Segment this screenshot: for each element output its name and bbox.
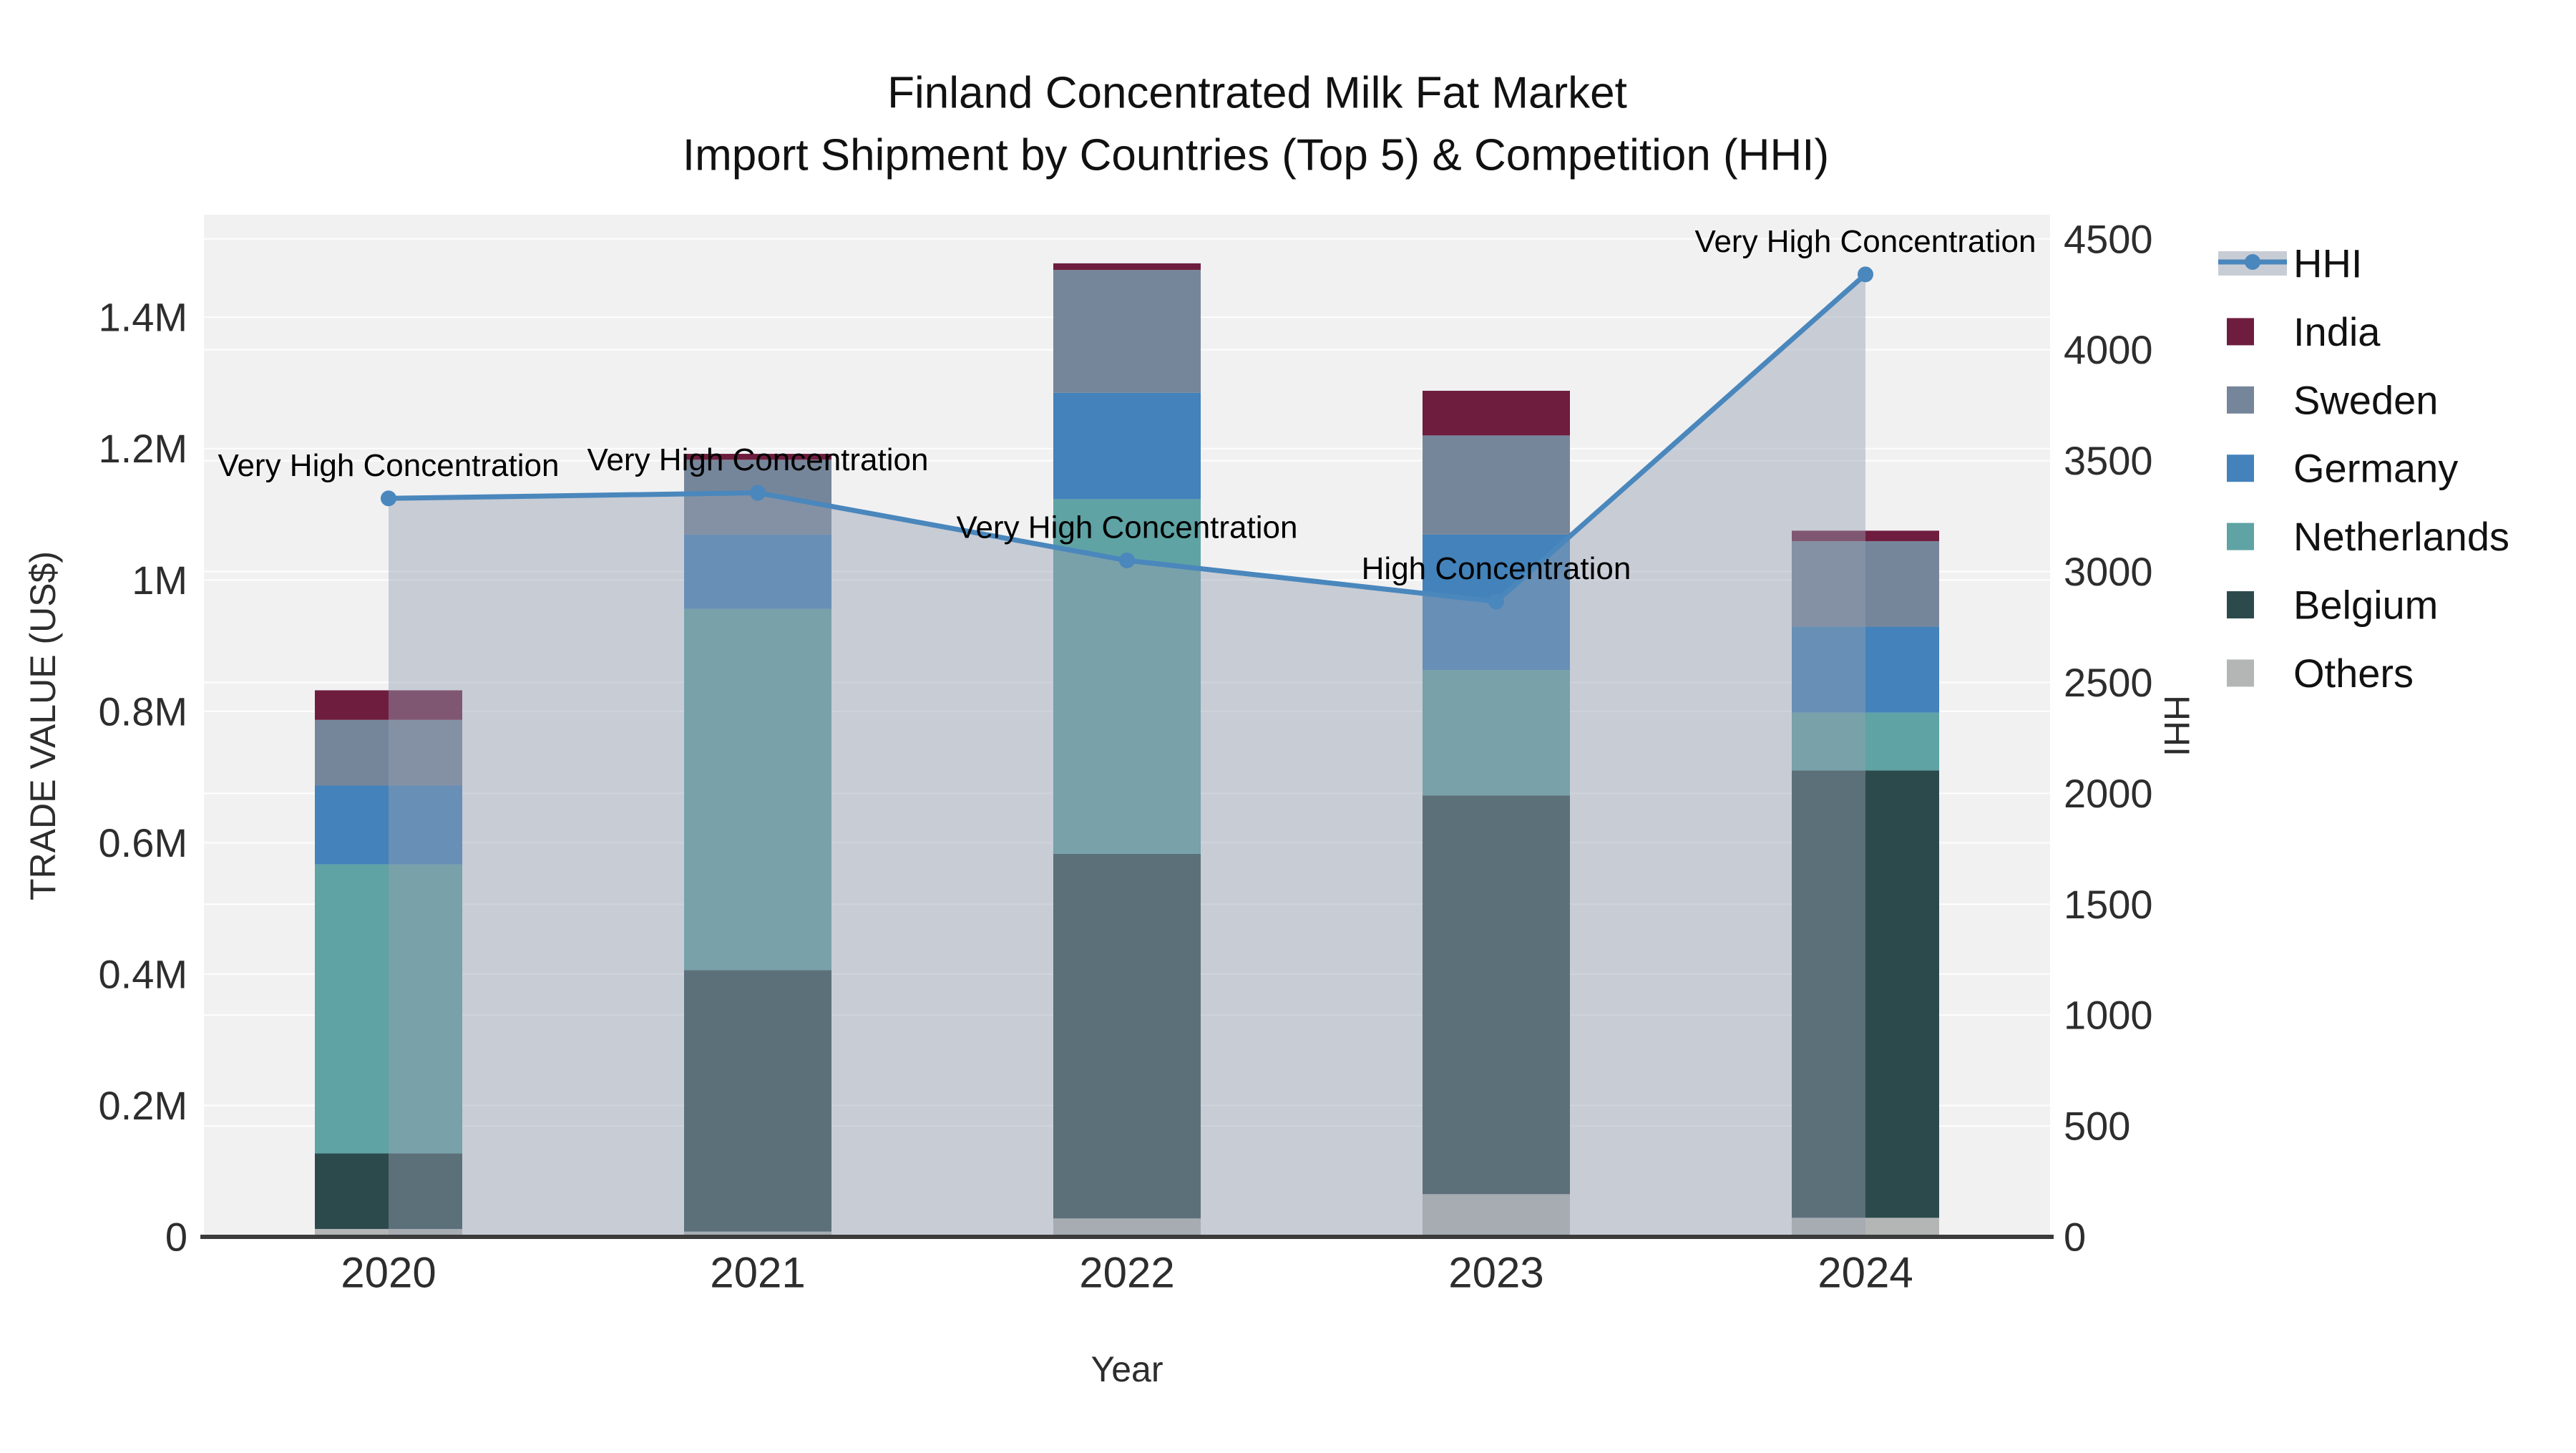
bar-segment-belgium-2023[interactable] bbox=[1423, 795, 1570, 1195]
legend-swatch-netherlands bbox=[2227, 523, 2254, 550]
annotation-2020: Very High Concentration bbox=[218, 448, 560, 483]
legend-swatch-belgium bbox=[2227, 591, 2254, 618]
legend-label-belgium: Belgium bbox=[2293, 583, 2438, 628]
hhi-annotations: Very High Concentration Very High Concent… bbox=[218, 224, 2036, 586]
bar-segment-sweden-2023[interactable] bbox=[1423, 435, 1570, 535]
bar-segment-belgium-2021[interactable] bbox=[684, 970, 831, 1232]
legend-item-netherlands[interactable]: Netherlands bbox=[2227, 514, 2509, 559]
bar-segment-netherlands-2020[interactable] bbox=[315, 864, 462, 1154]
bar-segment-germany-2022[interactable] bbox=[1053, 392, 1201, 500]
hhi-area bbox=[389, 274, 1865, 1238]
legend-item-others[interactable]: Others bbox=[2227, 651, 2414, 696]
y-right-tick-4500: 4500 bbox=[2064, 216, 2153, 261]
legend-swatch-sweden bbox=[2227, 386, 2254, 414]
hhi-line bbox=[381, 266, 1873, 610]
bar-segment-sweden-2022[interactable] bbox=[1053, 270, 1201, 393]
bar-segment-netherlands-2024[interactable] bbox=[1792, 712, 1939, 771]
bar-segment-india-2022[interactable] bbox=[1053, 263, 1201, 271]
bar-segment-netherlands-2021[interactable] bbox=[684, 608, 831, 971]
bar-segment-others-2024[interactable] bbox=[1792, 1218, 1939, 1237]
bar-segment-others-2021[interactable] bbox=[684, 1231, 831, 1237]
chart-subtitle: Import Shipment by Countries (Top 5) & C… bbox=[683, 131, 1829, 180]
y-right-axis-title: HHI bbox=[2157, 695, 2197, 757]
stacked-bars bbox=[315, 263, 1939, 1237]
legend-item-hhi[interactable]: HHI bbox=[2218, 241, 2362, 286]
bar-segment-belgium-2020[interactable] bbox=[315, 1153, 462, 1229]
y-right-tick-3500: 3500 bbox=[2064, 438, 2153, 483]
bar-segment-sweden-2024[interactable] bbox=[1792, 541, 1939, 627]
bar-segment-india-2024[interactable] bbox=[1792, 530, 1939, 542]
bar-segment-belgium-2024[interactable] bbox=[1792, 770, 1939, 1218]
bar-segment-germany-2021[interactable] bbox=[684, 534, 831, 609]
legend-label-netherlands: Netherlands bbox=[2293, 514, 2509, 559]
x-tick-2024: 2024 bbox=[1818, 1249, 1913, 1297]
x-axis-title: Year bbox=[1091, 1349, 1163, 1389]
bar-segment-belgium-2022[interactable] bbox=[1053, 853, 1201, 1219]
x-tick-labels: 2020 2021 2022 2023 2024 bbox=[341, 1249, 1913, 1297]
bar-segment-germany-2020[interactable] bbox=[315, 785, 462, 865]
y-left-tick-labels: 0 0.2M 0.4M 0.6M 0.8M 1M 1.2M 1.4M bbox=[99, 295, 188, 1260]
legend-hhi-marker bbox=[2245, 254, 2260, 270]
legend-item-belgium[interactable]: Belgium bbox=[2227, 583, 2438, 628]
legend-label-india: India bbox=[2293, 309, 2381, 354]
hhi-marker-2020[interactable] bbox=[381, 490, 396, 507]
annotation-2021: Very High Concentration bbox=[587, 442, 929, 477]
y-right-tick-500: 500 bbox=[2064, 1104, 2130, 1149]
legend-swatch-germany bbox=[2227, 455, 2254, 482]
legend-item-india[interactable]: India bbox=[2227, 309, 2381, 354]
bar-segment-sweden-2020[interactable] bbox=[315, 719, 462, 786]
y-left-tick-0.2M: 0.2M bbox=[99, 1083, 188, 1128]
y-left-axis-title: TRADE VALUE (US$) bbox=[23, 551, 63, 900]
legend-item-germany[interactable]: Germany bbox=[2227, 446, 2458, 491]
y-left-tick-0.8M: 0.8M bbox=[99, 689, 188, 734]
legend-label-hhi: HHI bbox=[2293, 241, 2362, 286]
y-right-tick-0: 0 bbox=[2064, 1215, 2086, 1260]
bar-segment-netherlands-2023[interactable] bbox=[1423, 669, 1570, 796]
y-right-tick-1500: 1500 bbox=[2064, 882, 2153, 927]
annotation-2024: Very High Concentration bbox=[1695, 224, 2036, 259]
y-left-tick-1.2M: 1.2M bbox=[99, 426, 188, 471]
y-right-tick-1000: 1000 bbox=[2064, 993, 2153, 1038]
y-left-tick-0.6M: 0.6M bbox=[99, 820, 188, 865]
y-left-tick-0.4M: 0.4M bbox=[99, 951, 188, 996]
legend-label-sweden: Sweden bbox=[2293, 377, 2438, 422]
x-axis-line-rect bbox=[200, 1235, 2054, 1239]
y-right-tick-2500: 2500 bbox=[2064, 660, 2153, 705]
y-right-tick-4000: 4000 bbox=[2064, 327, 2153, 372]
annotation-2022: Very High Concentration bbox=[957, 510, 1298, 545]
bar-segment-others-2020[interactable] bbox=[315, 1228, 462, 1237]
x-axis-line bbox=[200, 1235, 2054, 1239]
y-left-tick-0: 0 bbox=[165, 1215, 187, 1260]
legend-label-others: Others bbox=[2293, 651, 2414, 696]
x-tick-2020: 2020 bbox=[341, 1249, 436, 1297]
legend-item-sweden[interactable]: Sweden bbox=[2227, 377, 2438, 422]
hhi-marker-2023[interactable] bbox=[1488, 593, 1504, 610]
bar-segment-india-2023[interactable] bbox=[1423, 390, 1570, 436]
bar-segment-others-2023[interactable] bbox=[1423, 1194, 1570, 1237]
y-right-tick-3000: 3000 bbox=[2064, 549, 2153, 594]
bar-segment-india-2020[interactable] bbox=[315, 690, 462, 720]
hhi-marker-2024[interactable] bbox=[1858, 266, 1873, 283]
bar-segment-germany-2024[interactable] bbox=[1792, 626, 1939, 713]
legend-swatch-others bbox=[2227, 659, 2254, 687]
chart-title: Finland Concentrated Milk Fat Market bbox=[887, 69, 1627, 118]
y-left-tick-1M: 1M bbox=[132, 558, 187, 603]
y-right-tick-labels: 0 500 1000 1500 2000 2500 3000 3500 4000 4500 bbox=[2064, 216, 2153, 1259]
hhi-area-fill bbox=[389, 274, 1865, 1238]
legend: HHI India Sweden Germany Netherlands Belgium O… bbox=[2218, 241, 2509, 696]
annotation-2023: High Concentration bbox=[1362, 551, 1631, 586]
legend-swatch-india bbox=[2227, 318, 2254, 346]
legend-label-germany: Germany bbox=[2293, 446, 2458, 491]
y-right-tick-2000: 2000 bbox=[2064, 771, 2153, 816]
hhi-marker-2022[interactable] bbox=[1119, 553, 1135, 569]
x-tick-2023: 2023 bbox=[1448, 1249, 1543, 1297]
bar-segment-others-2022[interactable] bbox=[1053, 1218, 1201, 1237]
x-tick-2021: 2021 bbox=[710, 1249, 805, 1297]
y-left-tick-1.4M: 1.4M bbox=[99, 295, 188, 340]
hhi-marker-2021[interactable] bbox=[750, 485, 766, 501]
x-tick-2022: 2022 bbox=[1079, 1249, 1174, 1297]
bar-segment-india-2021[interactable] bbox=[684, 454, 831, 460]
